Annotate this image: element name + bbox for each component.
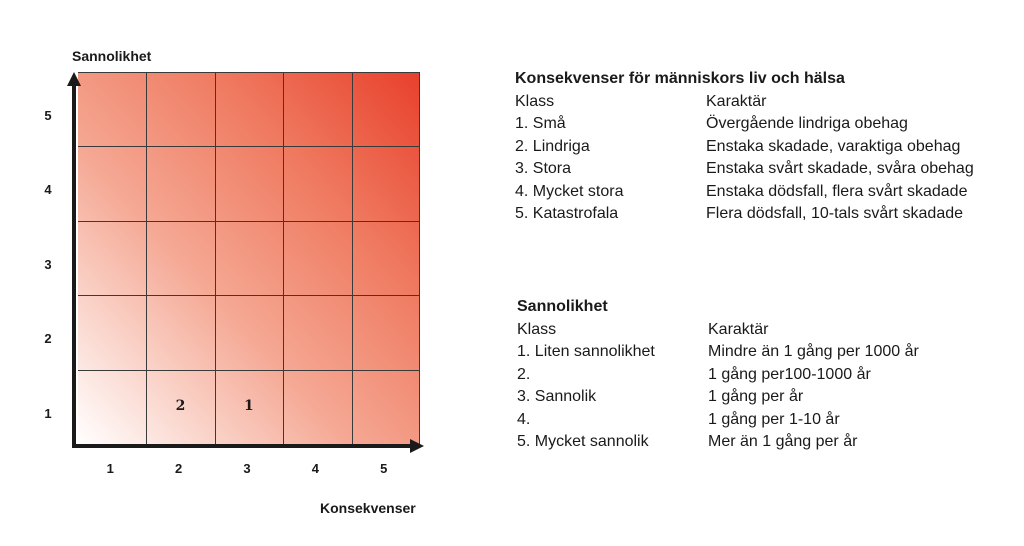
grid-line-vertical	[419, 72, 420, 444]
sannolikhet-klass: 5. Mycket sannolik	[517, 433, 649, 450]
konsekvens-karaktar: Flera dödsfall, 10-tals svårt skadade	[706, 205, 964, 222]
x-tick-label: 4	[311, 461, 319, 476]
konsekvens-legend-header: Klass Karaktär	[515, 91, 974, 114]
sannolikhet-row: 2. 1 gång per100-1000 år	[517, 364, 919, 387]
x-axis-arrow-icon	[410, 439, 424, 453]
konsekvens-row: 2. Lindriga Enstaka skadade, varaktiga o…	[515, 136, 974, 159]
konsekvens-legend-title: Konsekvenser för människors liv och häls…	[515, 70, 845, 87]
grid-line-vertical	[351, 72, 353, 444]
grid-line-horizontal	[78, 146, 420, 148]
sannolikhet-karaktar: 1 gång per år	[708, 388, 804, 405]
konsekvens-row: 5. Katastrofala Flera dödsfall, 10-tals …	[515, 203, 974, 226]
grid-line-horizontal	[78, 369, 420, 371]
sannolikhet-row: 5. Mycket sannolik Mer än 1 gång per år	[517, 431, 919, 454]
konsekvens-karaktar: Enstaka dödsfall, flera svårt skadade	[706, 182, 968, 200]
sannolikhet-karaktar: 1 gång per 1-10 år	[708, 410, 840, 428]
sannolikhet-header-klass: Klass	[517, 320, 557, 338]
konsekvens-klass: 2. Lindriga	[515, 137, 590, 155]
x-tick-label: 1	[106, 461, 114, 476]
konsekvens-karaktar: Övergående lindriga obehag	[706, 115, 908, 132]
risk-matrix	[78, 72, 420, 444]
grid-line-horizontal	[78, 220, 420, 222]
sannolikhet-legend-header: Klass Karaktär	[517, 319, 919, 342]
sannolikhet-legend-title: Sannolikhet	[517, 298, 608, 315]
sannolikhet-karaktar: 1 gång per100-1000 år	[708, 365, 871, 383]
sannolikhet-klass: 2.	[517, 365, 531, 383]
konsekvens-klass: 4. Mycket stora	[515, 182, 624, 200]
y-tick-label: 3	[44, 256, 52, 272]
konsekvens-klass: 5. Katastrofala	[515, 205, 619, 222]
sannolikhet-legend: Sannolikhet Klass Karaktär 1. Liten sann…	[517, 296, 919, 454]
risk-marker: 1	[244, 397, 254, 414]
grid-line-vertical	[214, 72, 216, 444]
x-tick-label: 2	[174, 461, 183, 476]
sannolikhet-klass: 1. Liten sannolikhet	[517, 343, 655, 360]
konsekvens-row: 3. Stora Enstaka svårt skadade, svåra ob…	[515, 158, 974, 181]
konsekvens-row: 4. Mycket stora Enstaka dödsfall, flera …	[515, 181, 974, 204]
konsekvens-legend: Konsekvenser för människors liv och häls…	[515, 68, 974, 226]
y-axis-title: Sannolikhet	[72, 48, 152, 64]
sannolikhet-row: 1. Liten sannolikhet Mindre än 1 gång pe…	[517, 341, 919, 364]
konsekvens-header-karaktar: Karaktär	[706, 92, 767, 110]
konsekvens-row: 1. Små Övergående lindriga obehag	[515, 113, 974, 136]
grid-line-vertical	[146, 72, 148, 444]
konsekvens-klass: 3. Stora	[515, 160, 572, 177]
sannolikhet-klass: 4.	[517, 410, 531, 428]
grid-line-horizontal	[78, 295, 420, 297]
x-tick-label: 3	[243, 461, 251, 476]
grid-line-vertical	[283, 72, 285, 444]
y-tick-label: 1	[44, 405, 52, 421]
y-tick-label: 4	[44, 182, 52, 198]
y-tick-label: 5	[44, 108, 52, 123]
x-axis-title: Konsekvenser	[320, 500, 416, 516]
konsekvens-header-klass: Klass	[515, 92, 555, 110]
sannolikhet-row: 4. 1 gång per 1-10 år	[517, 409, 919, 432]
grid-line-horizontal	[78, 72, 420, 73]
konsekvens-karaktar: Enstaka skadade, varaktiga obehag	[706, 137, 961, 155]
x-axis-line	[72, 444, 412, 448]
risk-marker: 2	[175, 397, 186, 414]
y-axis-line	[72, 82, 76, 448]
sannolikhet-klass: 3. Sannolik	[517, 388, 597, 405]
konsekvens-karaktar: Enstaka svårt skadade, svåra obehag	[706, 160, 974, 177]
y-axis-arrow-icon	[67, 72, 81, 86]
sannolikhet-karaktar: Mindre än 1 gång per 1000 år	[708, 343, 919, 360]
sannolikhet-row: 3. Sannolik 1 gång per år	[517, 386, 919, 409]
x-tick-label: 5	[380, 461, 388, 476]
konsekvens-klass: 1. Små	[515, 115, 566, 132]
sannolikhet-header-karaktar: Karaktär	[708, 320, 769, 338]
y-tick-label: 2	[44, 331, 52, 347]
sannolikhet-karaktar: Mer än 1 gång per år	[708, 433, 858, 450]
